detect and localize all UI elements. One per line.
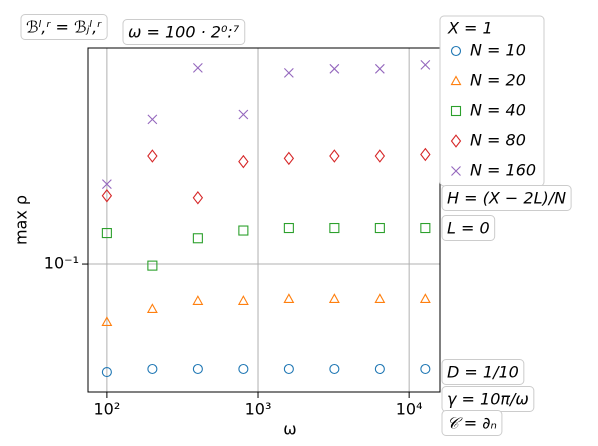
- point: [238, 154, 249, 169]
- legend-label: N = 10: [470, 41, 526, 60]
- point: [101, 228, 112, 239]
- point: [101, 367, 112, 378]
- point: [283, 67, 294, 78]
- point: [283, 293, 295, 303]
- point: [283, 222, 294, 234]
- legend-label: N = 160: [470, 161, 536, 180]
- plot-frame: [87, 47, 441, 393]
- point: [283, 151, 295, 166]
- annotation: H = (X − 2L)/N: [447, 189, 566, 208]
- point: [101, 179, 112, 190]
- point: [374, 149, 386, 163]
- point: [147, 260, 158, 271]
- x-tick-label: 10²: [93, 400, 120, 419]
- point: [329, 63, 340, 74]
- annotation: γ = 10π/ω: [447, 390, 529, 409]
- legend-marker: [451, 166, 461, 176]
- legend-label: N = 40: [470, 101, 526, 120]
- annotation: L = 0: [447, 219, 490, 238]
- point: [237, 295, 249, 305]
- point: [283, 363, 294, 375]
- legend-label: N = 20: [470, 71, 526, 90]
- point: [147, 363, 158, 375]
- annotation-box: [441, 359, 525, 385]
- point: [420, 363, 431, 375]
- point: [192, 191, 204, 205]
- point: [374, 63, 385, 74]
- annotation: ω = 100 · 2⁰:⁷: [128, 23, 240, 42]
- y-tick-label: 10⁻¹: [44, 254, 79, 273]
- legend-label: N = 80: [470, 131, 526, 150]
- annotation: ℬˡ,ʳ = ℬⱼˡ,ʳ: [26, 18, 102, 37]
- point: [146, 303, 158, 314]
- point: [419, 293, 431, 303]
- point: [420, 222, 431, 234]
- point: [147, 149, 158, 163]
- point: [192, 363, 203, 375]
- point: [101, 316, 113, 327]
- annotation: 𝒞 = ∂ₙ: [447, 414, 497, 433]
- point: [329, 222, 340, 234]
- legend-marker: [450, 45, 462, 57]
- x-tick-label: 10⁴: [396, 400, 423, 419]
- legend-title: X = 1: [447, 19, 493, 38]
- annotation-box: [122, 19, 246, 45]
- point: [192, 233, 203, 244]
- x-axis-label: ω: [283, 420, 296, 439]
- point: [238, 363, 249, 375]
- point: [147, 114, 158, 125]
- annotation: D = 1/10: [447, 363, 519, 382]
- annotation-box: [20, 14, 108, 40]
- point: [238, 109, 249, 120]
- legend-marker: [450, 134, 462, 148]
- x-tick-label: 10³: [245, 400, 272, 419]
- point: [329, 363, 340, 375]
- annotation-box: [441, 185, 572, 211]
- point: [420, 147, 431, 162]
- legend-marker: [450, 75, 462, 86]
- point: [420, 59, 431, 70]
- point: [374, 293, 386, 303]
- point: [374, 222, 385, 234]
- legend-marker: [450, 105, 462, 117]
- point: [192, 295, 204, 305]
- point: [329, 149, 340, 163]
- point: [328, 293, 340, 303]
- point: [374, 363, 385, 375]
- point: [192, 63, 203, 73]
- point: [238, 225, 249, 236]
- y-axis-label: max ρ: [12, 195, 31, 245]
- annotation-box: [441, 410, 503, 436]
- annotation-box: [441, 215, 496, 241]
- point: [101, 188, 113, 203]
